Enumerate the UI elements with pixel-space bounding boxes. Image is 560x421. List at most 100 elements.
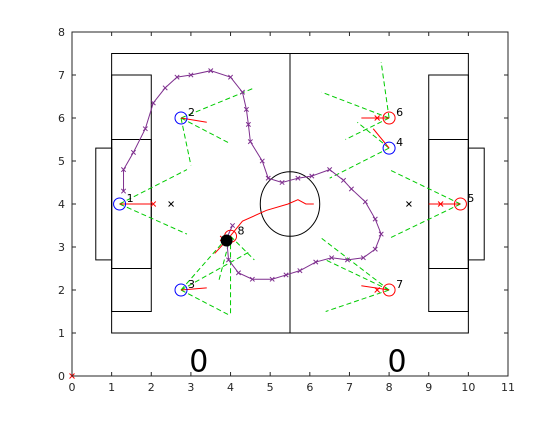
vision-line-player-5 bbox=[388, 169, 461, 205]
y-tick-label: 8 bbox=[58, 26, 65, 39]
trajectory-point bbox=[174, 74, 180, 80]
trajectory-point-stroke bbox=[362, 199, 368, 205]
y-tick-label: 7 bbox=[58, 69, 65, 82]
trajectory-point bbox=[239, 89, 245, 95]
player-2 bbox=[174, 111, 188, 125]
player-label-2: 2 bbox=[188, 106, 195, 119]
trajectory-point bbox=[309, 173, 315, 179]
trajectory-point bbox=[162, 85, 168, 91]
player-label-8: 8 bbox=[238, 224, 245, 237]
y-tick-label: 6 bbox=[58, 112, 65, 125]
trajectory-point-stroke bbox=[309, 173, 315, 179]
heading-player-4 bbox=[372, 128, 390, 149]
trajectory-point bbox=[348, 186, 354, 192]
ball bbox=[220, 234, 233, 247]
trajectory-point-stroke bbox=[372, 246, 378, 252]
player-label-5: 5 bbox=[467, 192, 474, 205]
vision-line-player-7 bbox=[325, 289, 390, 312]
penalty-spot bbox=[406, 201, 412, 207]
player-3 bbox=[174, 283, 188, 297]
trajectory-point bbox=[283, 272, 289, 278]
trajectory-point-stroke bbox=[245, 121, 251, 128]
player-label-7: 7 bbox=[396, 278, 403, 291]
trajectory-point-stroke bbox=[297, 268, 303, 274]
vision-line-player-2 bbox=[180, 117, 192, 166]
vision-line-player-6 bbox=[380, 62, 390, 119]
trajectory-point-stroke bbox=[174, 74, 180, 80]
player-label-3: 3 bbox=[188, 278, 195, 291]
target-marker-player-1 bbox=[150, 201, 157, 207]
vision-line-player-4 bbox=[357, 121, 390, 149]
trajectory-point bbox=[142, 126, 148, 132]
x-tick-label: 10 bbox=[461, 381, 475, 394]
trajectory-point-stroke bbox=[239, 89, 245, 95]
trajectory-point bbox=[188, 72, 194, 78]
trajectory-point bbox=[227, 74, 234, 80]
trajectory-point-stroke bbox=[243, 106, 249, 112]
trajectory-point bbox=[360, 255, 366, 261]
vision-line-player-7 bbox=[321, 238, 390, 291]
goal bbox=[95, 147, 113, 261]
trajectory-point-stroke bbox=[226, 257, 232, 263]
trajectory-point-stroke bbox=[265, 175, 271, 181]
vision-line-player-8 bbox=[230, 235, 255, 261]
player-7 bbox=[382, 283, 396, 297]
trajectory-point-stroke bbox=[340, 177, 347, 183]
trajectory-point-stroke bbox=[162, 85, 168, 91]
vision-line-player-5 bbox=[388, 203, 461, 239]
target-marker-player-5 bbox=[437, 201, 444, 207]
x-tick-label: 8 bbox=[386, 381, 393, 394]
trajectory-point bbox=[249, 276, 255, 282]
target-marker-player-6-stroke bbox=[374, 115, 381, 121]
trajectory-point bbox=[259, 158, 265, 164]
trajectory-point-stroke bbox=[259, 158, 265, 164]
trajectory-point-stroke bbox=[247, 139, 253, 145]
trajectory-point bbox=[226, 257, 232, 263]
score-right: 0 bbox=[387, 345, 406, 380]
trajectory-point bbox=[269, 276, 275, 282]
trajectory-point-stroke bbox=[327, 167, 333, 173]
penalty-spot bbox=[168, 201, 174, 207]
vision-line-player-6 bbox=[345, 117, 390, 140]
penalty-spot-stroke bbox=[406, 201, 412, 207]
player-5 bbox=[453, 197, 467, 211]
trajectory-point bbox=[235, 270, 242, 276]
x-tick-label: 6 bbox=[306, 381, 313, 394]
vision-line-player-4 bbox=[329, 147, 390, 179]
trajectory-point bbox=[243, 106, 249, 112]
trajectory-point-stroke bbox=[329, 255, 335, 261]
player-4 bbox=[382, 141, 396, 155]
trajectory-point-stroke bbox=[313, 259, 319, 265]
ball-trail bbox=[226, 199, 314, 241]
player-6 bbox=[382, 111, 396, 125]
target-marker-player-7-stroke bbox=[374, 287, 381, 293]
trajectory-point bbox=[372, 216, 378, 222]
y-tick-label: 1 bbox=[58, 327, 65, 340]
trajectory-point bbox=[362, 199, 368, 205]
vision-line-player-3 bbox=[180, 289, 231, 317]
trajectory-point-stroke bbox=[378, 231, 384, 237]
player-1 bbox=[113, 197, 127, 211]
trajectory-point bbox=[340, 177, 347, 183]
trajectory-point bbox=[329, 255, 335, 261]
trajectory-point bbox=[313, 259, 319, 265]
player-label-6: 6 bbox=[396, 106, 403, 119]
trajectory-point bbox=[297, 268, 303, 274]
trajectory-point-stroke bbox=[372, 216, 378, 222]
trajectory-point-stroke bbox=[150, 100, 156, 106]
trajectory-point-stroke bbox=[229, 222, 236, 229]
trajectory-point-stroke bbox=[279, 179, 285, 186]
x-tick-label: 7 bbox=[346, 381, 353, 394]
x-tick-label: 9 bbox=[425, 381, 432, 394]
trajectory-point bbox=[229, 222, 236, 229]
trajectory-point-stroke bbox=[360, 255, 366, 261]
trajectory-point bbox=[120, 167, 127, 173]
trajectory-point bbox=[372, 246, 378, 252]
vision-line-player-7 bbox=[325, 259, 390, 291]
vision-line-player-3 bbox=[180, 242, 223, 291]
trajectory-point-stroke bbox=[120, 188, 127, 194]
player-label-4: 4 bbox=[396, 136, 403, 149]
vision-line-player-6 bbox=[321, 91, 390, 119]
trajectory-point-stroke bbox=[235, 270, 242, 276]
